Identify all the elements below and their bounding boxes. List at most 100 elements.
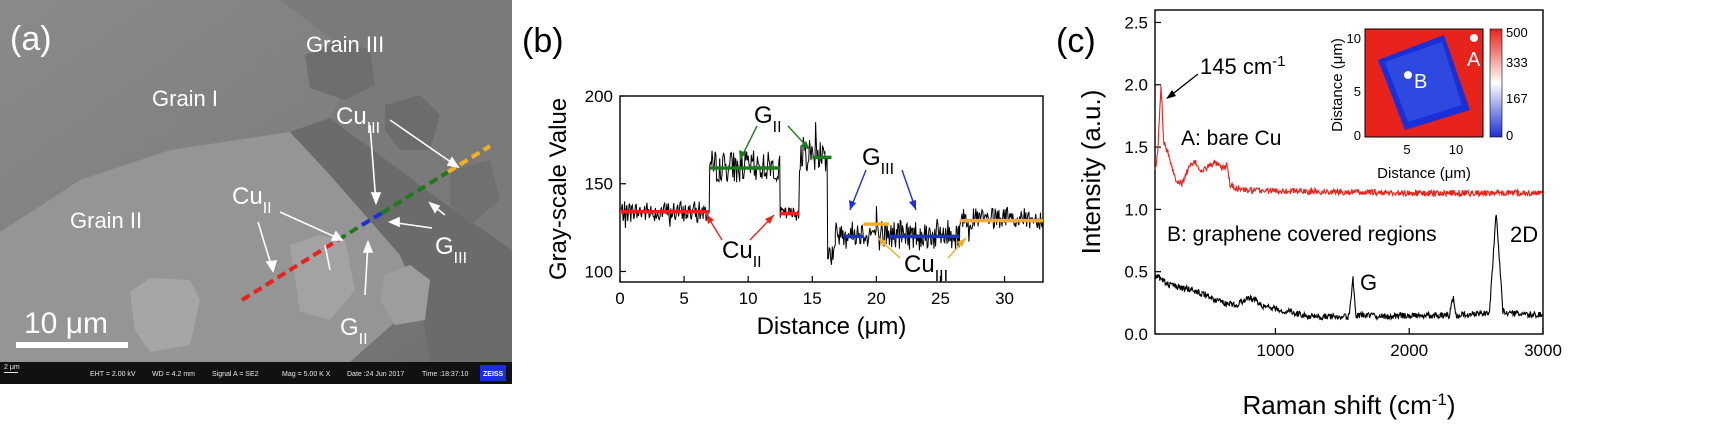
inset-point-a-label: A [1467, 49, 1481, 71]
plot-frame [619, 95, 1044, 283]
colorbar-tick: 167 [1506, 91, 1528, 106]
profile-line-blue [360, 211, 384, 227]
inset-ylabel: Distance (μm) [1329, 38, 1346, 132]
inset-yticks: 0 5 10 [1347, 31, 1361, 143]
y-tick-label: 0.5 [1124, 263, 1148, 282]
inset-point-b-label: B [1414, 71, 1427, 93]
inset-xtick: 10 [1449, 142, 1463, 157]
info-eht: EHT = 2.00 kV [90, 371, 136, 378]
y-axis-label: Intensity (a.u.) [1076, 90, 1106, 255]
x-tick-label: 2000 [1390, 341, 1428, 360]
grain-iii-label: Grain III [306, 32, 384, 57]
colorbar-tick: 500 [1506, 25, 1528, 40]
cu-iii-label: CuIII [336, 103, 380, 137]
x-tick-label: 5 [679, 289, 688, 308]
b-g-iii-label: GIII [862, 144, 894, 178]
arrowhead [957, 238, 966, 247]
y-tick-label: 200 [585, 87, 613, 106]
panel-b: (b) 0 5 10 15 20 25 30 100 150 200 Distance (μm) Gr… [522, 22, 1044, 340]
b-g-ii-label: GII [754, 102, 782, 136]
y-tick-label: 1.0 [1124, 200, 1148, 219]
x-tick-label: 20 [867, 289, 886, 308]
y-tick-label: 0.0 [1124, 325, 1148, 344]
x-axis-label: Raman shift (cm-1) [1242, 390, 1455, 421]
arrow [389, 119, 459, 168]
arrowhead [446, 156, 460, 169]
arrowhead [878, 238, 887, 247]
arrowhead [706, 214, 714, 224]
arrowhead [800, 141, 810, 150]
series-line [1154, 85, 1544, 198]
arrowhead [330, 230, 344, 241]
x-tick-label: 15 [803, 289, 822, 308]
inset-frame [1364, 28, 1484, 138]
grain-i-label: Grain I [152, 86, 218, 111]
g-iii-label: GIII [435, 233, 467, 267]
inset-point-a [1470, 34, 1478, 42]
cu-ii-label: CuII [232, 183, 272, 217]
inset-graphene-core [1385, 42, 1462, 122]
zeiss-logo [480, 365, 506, 381]
info-wd: WD = 4.2 mm [152, 371, 195, 378]
chart-b: 0 5 10 15 20 25 30 100 150 200 Distance (μm) Gray-s… [545, 87, 1044, 340]
panel-a: (a) Grain I Grain II Grain III CuII CuII… [0, 0, 512, 384]
inset-ytick: 0 [1354, 128, 1361, 143]
x-tick-label: 10 [739, 289, 758, 308]
inset-xticks: 5 10 [1403, 142, 1463, 157]
profile-line-green-2 [380, 170, 450, 215]
g-ii-label: GII [340, 314, 368, 348]
b-cu-iii-label: CuIII [904, 251, 948, 285]
scalebar-label: 10 μm [24, 307, 108, 340]
info-date: Date :24 Jun 2017 [347, 371, 404, 378]
info-mag: Mag = 5.00 K X [282, 371, 331, 378]
arrowhead [362, 239, 374, 253]
arrowhead [265, 260, 278, 273]
graphene-island [380, 265, 430, 325]
arrow [324, 244, 331, 271]
arrowhead [370, 192, 382, 206]
x-tick-label: 25 [931, 289, 950, 308]
grain-ii-label: Grain II [70, 208, 142, 233]
colorbar-tick: 333 [1506, 55, 1528, 70]
series-line [1154, 214, 1544, 322]
arrow [369, 124, 377, 204]
info-small-scale: 2 μm [4, 364, 20, 371]
arrowhead [388, 216, 400, 228]
series-b-label: B: graphene covered regions [1167, 223, 1437, 246]
x-tick-label: 0 [615, 289, 624, 308]
profile-line [240, 144, 492, 302]
peak-145-arrowhead [1166, 90, 1176, 99]
graphene-island [290, 235, 355, 320]
info-small-scalebar [4, 372, 18, 373]
panel-b-label: (b) [522, 22, 564, 60]
panel-a-label: (a) [10, 20, 52, 58]
x-axis-label: Distance (μm) [757, 313, 907, 340]
y-tick-label: 1.5 [1124, 138, 1148, 157]
peak-g-label: G [1360, 270, 1377, 295]
y-tick-label: 100 [585, 262, 613, 281]
arrowhead [849, 200, 856, 210]
inset-point-b [1404, 71, 1412, 79]
x-tick-label: 1000 [1256, 341, 1294, 360]
sem-arrows [257, 119, 460, 296]
y-tick-label: 2.0 [1124, 76, 1148, 95]
info-time: Time :18:37:10 [422, 371, 469, 378]
profile-line-green [336, 223, 364, 242]
scalebar [16, 342, 128, 348]
arrow [279, 211, 343, 241]
panel-c: (c) 1000 2000 30000.00.51.01.52.02.5Raman … [1056, 9, 1562, 421]
b-arrows [705, 125, 967, 259]
inset-xtick: 5 [1403, 142, 1410, 157]
peak-145-arrow [1169, 73, 1199, 97]
raman-map-inset: A B 0 5 10 5 10 Distance (μm) Distance (… [1329, 25, 1528, 182]
inset-xlabel: Distance (μm) [1377, 165, 1471, 182]
info-signal: Signal A = SE2 [212, 371, 259, 378]
graphene-island [130, 278, 200, 352]
graphene-island [450, 160, 500, 225]
b-cu-ii-label: CuII [722, 237, 762, 271]
x-tick-label: 3000 [1524, 341, 1562, 360]
arrowhead [909, 200, 916, 210]
